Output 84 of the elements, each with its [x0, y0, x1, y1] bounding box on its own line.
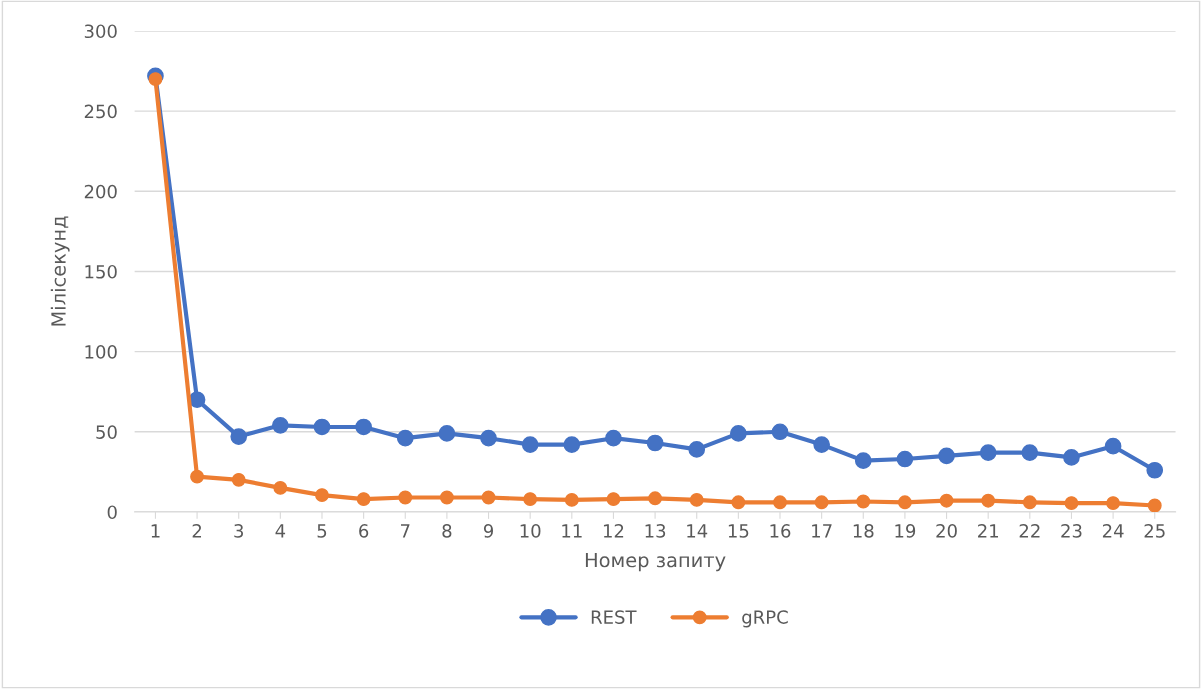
point — [854, 452, 872, 469]
point — [480, 429, 497, 447]
x-tick-label: 11 — [562, 524, 582, 538]
point — [856, 494, 871, 509]
point — [1064, 496, 1079, 511]
point — [646, 434, 664, 452]
y-tick-label: 300 — [84, 24, 117, 39]
point — [813, 436, 830, 453]
point — [398, 490, 413, 505]
x-tick-label: 7 — [401, 524, 410, 538]
x-tick-label: 12 — [603, 524, 624, 538]
point — [939, 493, 954, 508]
y-tick-label: 150 — [85, 264, 117, 279]
point — [605, 429, 622, 447]
point — [396, 429, 414, 447]
point — [648, 491, 663, 506]
x-tick-label: 13 — [645, 524, 666, 538]
point — [438, 425, 456, 442]
point — [896, 450, 914, 468]
point — [439, 490, 454, 505]
legend-label: gRPC — [742, 610, 788, 628]
point — [190, 469, 205, 484]
point — [1147, 498, 1162, 512]
x-tick-label: 5 — [317, 524, 327, 538]
x-tick-label: 15 — [728, 524, 749, 538]
point — [1104, 437, 1122, 455]
point — [1021, 444, 1039, 461]
point — [814, 495, 829, 510]
point — [272, 417, 289, 434]
x-tick-label: 6 — [359, 524, 369, 538]
point — [897, 495, 912, 510]
x-tick-label: 19 — [895, 524, 916, 538]
point — [230, 428, 248, 445]
point — [481, 490, 496, 505]
point — [981, 493, 996, 508]
point — [771, 423, 789, 441]
x-tick-label: 25 — [1144, 524, 1165, 538]
point — [523, 492, 538, 507]
point — [689, 492, 704, 507]
point — [773, 495, 787, 510]
point — [356, 492, 371, 507]
point — [355, 418, 372, 436]
y-tick-label: 100 — [85, 345, 117, 359]
point — [979, 444, 997, 461]
y-tick-label: 200 — [84, 184, 117, 199]
legend-label: REST — [591, 610, 637, 624]
point — [1063, 449, 1080, 466]
point — [1146, 461, 1164, 479]
x-tick-label: 16 — [770, 524, 791, 538]
point — [564, 492, 579, 507]
point — [1106, 496, 1121, 511]
x-tick-label: 23 — [1061, 524, 1082, 538]
point — [730, 425, 747, 442]
point — [148, 72, 163, 87]
x-tick-label: 18 — [853, 524, 874, 538]
point — [1022, 495, 1037, 510]
x-tick-label: 1 — [151, 524, 160, 538]
x-tick-label: 8 — [442, 524, 452, 538]
x-tick-label: 20 — [936, 524, 957, 538]
point — [938, 447, 955, 465]
y-tick-label: 50 — [96, 425, 117, 439]
x-tick-label: 17 — [812, 524, 832, 538]
point — [563, 436, 581, 453]
x-tick-label: 21 — [978, 524, 999, 538]
y-axis-title: Мілісекунд — [50, 216, 70, 326]
x-tick-label: 22 — [1019, 524, 1040, 538]
x-tick-label: 10 — [520, 524, 541, 538]
point — [731, 495, 746, 510]
point — [688, 441, 706, 458]
x-tick-label: 4 — [275, 524, 286, 538]
point — [231, 472, 246, 487]
x-tick-label: 3 — [234, 524, 244, 538]
x-tick-label: 24 — [1102, 524, 1124, 538]
y-tick-label: 0 — [107, 505, 117, 520]
x-tick-label: 14 — [687, 524, 708, 538]
point — [313, 418, 331, 436]
point — [606, 492, 621, 507]
x-tick-label: 2 — [192, 524, 202, 538]
y-tick-label: 250 — [84, 104, 117, 119]
point — [273, 480, 288, 495]
x-tick-label: 9 — [483, 524, 494, 538]
point — [315, 488, 329, 503]
point — [521, 436, 539, 453]
x-axis-title: Номер запиту — [585, 552, 726, 572]
